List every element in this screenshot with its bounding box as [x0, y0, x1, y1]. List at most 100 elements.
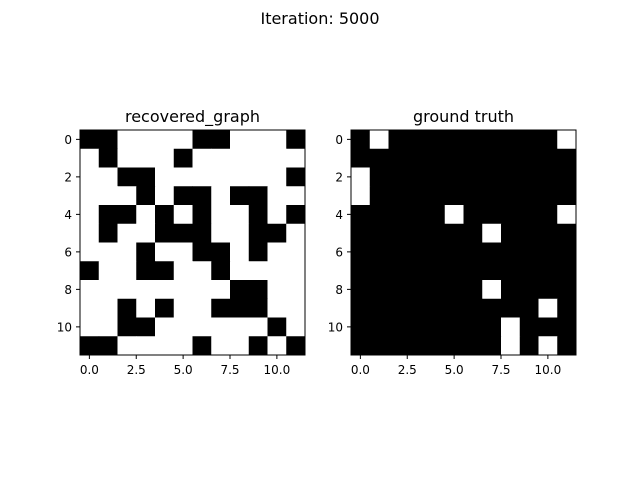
- x-tick-label: 5.0: [174, 363, 193, 377]
- heatmap-cell-r2-c6: [192, 167, 212, 187]
- heatmap-cell-r3-c8: [501, 186, 521, 206]
- heatmap-cell-r11-c9: [519, 336, 539, 356]
- recovered-graph-panel: recovered_graph 0.0 2.5 5.0 7.5 10.0 0 2 4 6 8 10: [57, 107, 306, 377]
- heatmap-cell-r11-c10: [538, 336, 558, 356]
- heatmap-cell-r1-c9: [519, 148, 539, 168]
- heatmap-cell-r7-c7: [482, 261, 502, 281]
- heatmap-cell-r0-c2: [388, 130, 408, 150]
- heatmap-cell-r3-c10: [267, 186, 287, 206]
- heatmap-cell-r5-c10: [538, 223, 558, 243]
- heatmap-cell-r6-c4: [155, 242, 175, 262]
- heatmap-cell-r8-c3: [407, 280, 427, 300]
- heatmap-cell-r0-c11: [557, 130, 577, 150]
- heatmap-cell-r9-c7: [211, 298, 231, 318]
- heatmap-cell-r5-c3: [407, 223, 427, 243]
- heatmap-cell-r11-c3: [136, 336, 156, 356]
- heatmap-cell-r10-c2: [117, 317, 137, 337]
- heatmap-cell-r11-c6: [192, 336, 212, 356]
- heatmap-cell-r4-c1: [98, 205, 118, 225]
- heatmap-cell-r9-c0: [351, 298, 371, 318]
- heatmap-cell-r3-c3: [136, 186, 156, 206]
- heatmap-cell-r11-c11: [557, 336, 577, 356]
- y-tick-label: 0: [335, 133, 343, 147]
- heatmap-cell-r4-c8: [501, 205, 521, 225]
- heatmap-cell-r9-c3: [136, 298, 156, 318]
- heatmap-cell-r6-c7: [482, 242, 502, 262]
- heatmap-cell-r1-c1: [98, 148, 118, 168]
- heatmap-cell-r0-c10: [267, 130, 287, 150]
- heatmap-cell-r5-c0: [80, 223, 100, 243]
- heatmap-cell-r7-c6: [463, 261, 483, 281]
- heatmap-cell-r1-c7: [482, 148, 502, 168]
- heatmap-cell-r9-c11: [286, 298, 306, 318]
- heatmap-cell-r3-c11: [286, 186, 306, 206]
- heatmap-cell-r5-c6: [463, 223, 483, 243]
- heatmap-cell-r3-c4: [155, 186, 175, 206]
- heatmap-cell-r2-c4: [426, 167, 446, 187]
- heatmap-cell-r9-c11: [557, 298, 577, 318]
- heatmap-cell-r6-c0: [80, 242, 100, 262]
- heatmap-cell-r8-c5: [444, 280, 464, 300]
- y-tick-label: 8: [335, 283, 343, 297]
- heatmap-cell-r4-c8: [230, 205, 250, 225]
- heatmap-cell-r0-c6: [463, 130, 483, 150]
- heatmap-cell-r5-c1: [98, 223, 118, 243]
- heatmap-cell-r9-c1: [369, 298, 389, 318]
- y-tick-label: 2: [335, 170, 343, 184]
- heatmap-cell-r0-c8: [230, 130, 250, 150]
- heatmap-cell-r6-c6: [192, 242, 212, 262]
- heatmap-cell-r9-c0: [80, 298, 100, 318]
- heatmap-cell-r4-c5: [173, 205, 193, 225]
- heatmap-cell-r1-c2: [388, 148, 408, 168]
- heatmap-cell-r11-c1: [98, 336, 118, 356]
- heatmap-cell-r0-c9: [248, 130, 268, 150]
- heatmap-cell-r6-c1: [98, 242, 118, 262]
- heatmap-cell-r1-c7: [211, 148, 231, 168]
- heatmap-cell-r7-c4: [426, 261, 446, 281]
- heatmap-cell-r2-c10: [267, 167, 287, 187]
- heatmap-cell-r4-c9: [248, 205, 268, 225]
- heatmap-cell-r0-c1: [369, 130, 389, 150]
- ground-truth-panel: ground truth 0.0 2.5 5.0 7.5 10.0 0 2 4 6 8 10: [328, 107, 577, 377]
- heatmap-cell-r6-c5: [173, 242, 193, 262]
- heatmap-cell-r7-c10: [538, 261, 558, 281]
- heatmap-cell-r5-c9: [248, 223, 268, 243]
- heatmap-cell-r7-c0: [351, 261, 371, 281]
- heatmap-cell-r4-c6: [463, 205, 483, 225]
- y-tick-label: 10: [328, 320, 343, 334]
- heatmap-cell-r1-c10: [267, 148, 287, 168]
- heatmap-cell-r11-c0: [351, 336, 371, 356]
- heatmap-cell-r7-c8: [230, 261, 250, 281]
- heatmap-cell-r0-c5: [444, 130, 464, 150]
- heatmap-cell-r11-c6: [463, 336, 483, 356]
- heatmap-cell-r2-c2: [117, 167, 137, 187]
- heatmap-cell-r4-c3: [407, 205, 427, 225]
- heatmap-cell-r11-c5: [444, 336, 464, 356]
- heatmap-cell-r2-c7: [211, 167, 231, 187]
- heatmap-cell-r10-c5: [173, 317, 193, 337]
- heatmap-cell-r5-c8: [230, 223, 250, 243]
- heatmap-cell-r4-c2: [388, 205, 408, 225]
- heatmap-cell-r9-c10: [538, 298, 558, 318]
- heatmap-cell-r1-c11: [557, 148, 577, 168]
- heatmap-cell-r4-c3: [136, 205, 156, 225]
- heatmap-cell-r4-c7: [211, 205, 231, 225]
- heatmap-cell-r7-c5: [444, 261, 464, 281]
- y-tick-label: 6: [335, 245, 343, 259]
- heatmap-cell-r2-c7: [482, 167, 502, 187]
- heatmap-cell-r7-c11: [557, 261, 577, 281]
- heatmap-cell-r11-c8: [230, 336, 250, 356]
- heatmap-cell-r3-c7: [211, 186, 231, 206]
- heatmap-cell-r6-c10: [267, 242, 287, 262]
- heatmap-cell-r1-c4: [155, 148, 175, 168]
- heatmap-cell-r7-c5: [173, 261, 193, 281]
- x-tick-label: 10.0: [264, 363, 291, 377]
- y-tick-label: 10: [57, 320, 72, 334]
- heatmap-cell-r11-c9: [248, 336, 268, 356]
- heatmap-cell-r6-c2: [388, 242, 408, 262]
- heatmap-cell-r10-c10: [538, 317, 558, 337]
- heatmap-cell-r8-c9: [248, 280, 268, 300]
- heatmap-cell-r10-c0: [351, 317, 371, 337]
- heatmap-cell-r3-c9: [519, 186, 539, 206]
- x-tick-label: 0.0: [351, 363, 370, 377]
